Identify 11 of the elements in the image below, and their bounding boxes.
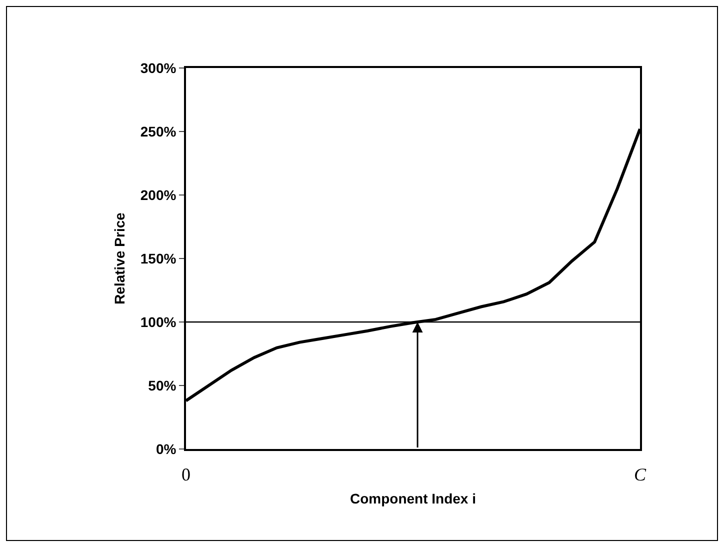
- y-axis-title: Relative Price: [111, 212, 128, 304]
- y-tick-label: 100%: [140, 314, 177, 330]
- y-tick-label: 150%: [140, 250, 177, 266]
- x-tick-label: C: [634, 464, 647, 485]
- x-tick-label: 0: [182, 464, 190, 485]
- y-tick-label: 200%: [140, 186, 177, 203]
- y-tick-label: 50%: [148, 377, 177, 394]
- y-tick-label: 0%: [156, 440, 177, 457]
- y-tick-label: 300%: [140, 60, 177, 76]
- y-tick-label: 250%: [140, 123, 177, 140]
- x-axis-title: Component Index i: [350, 490, 476, 506]
